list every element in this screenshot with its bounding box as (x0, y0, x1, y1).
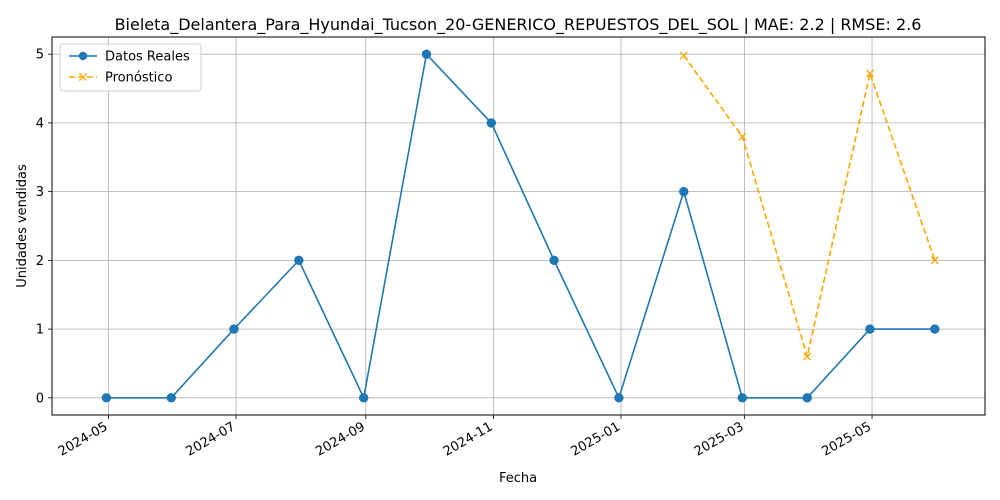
x-tick-label: 2024-07 (184, 419, 239, 459)
x-tick-label: 2024-05 (56, 419, 111, 459)
legend-marker (78, 51, 88, 61)
series-0-point (549, 255, 559, 266)
x-marker-stroke (803, 352, 812, 361)
y-tick-label: 2 (36, 254, 44, 269)
legend-marker (78, 72, 88, 82)
series-0-point (614, 393, 624, 403)
series-0-point (421, 49, 432, 59)
series-1-point (803, 352, 812, 361)
series-1-point (738, 132, 747, 141)
series (101, 49, 940, 403)
series-0-line (106, 52, 935, 401)
y-tick-label: 0 (36, 391, 44, 406)
series-1-point (930, 256, 939, 265)
y-tick-label: 1 (36, 323, 44, 338)
y-tick-label: 4 (36, 116, 44, 131)
x-tick-label: 2025-01 (568, 419, 623, 459)
series-0-point (865, 324, 875, 334)
series-0-point (358, 393, 369, 403)
x-tick-label: 2024-09 (313, 419, 368, 459)
series-0-point (101, 393, 112, 403)
series-0-point (679, 186, 689, 197)
series-1-point (865, 69, 875, 78)
y-axis-label: Unidades vendidas (15, 164, 30, 288)
x-marker-stroke (738, 132, 747, 141)
x-tick-label: 2024-11 (441, 419, 496, 459)
x-marker-stroke (930, 256, 939, 265)
plot-frame (51, 36, 986, 416)
series-1-line (683, 55, 936, 357)
y-tick-label: 5 (36, 48, 44, 63)
series-0-point (229, 324, 239, 334)
x-marker-stroke (679, 51, 688, 60)
legend-item: Pronóstico (69, 71, 172, 86)
y-axis-ticks: 0 1 2 3 4 5 (36, 48, 52, 406)
chart-title: Bieleta_Delantera_Para_Hyundai_Tucson_20… (115, 15, 922, 35)
legend-label: Pronóstico (105, 71, 172, 86)
legend: Datos Reales Pronóstico (59, 43, 202, 92)
x-tick-label: 2025-05 (819, 419, 874, 459)
x-axis-label: Fecha (499, 471, 537, 486)
series-0-point (294, 255, 304, 266)
y-tick-label: 3 (36, 185, 44, 200)
series-0-point (930, 324, 940, 334)
legend-item: Datos Reales (69, 50, 190, 65)
series-0-point (166, 393, 176, 403)
grid (52, 37, 985, 415)
series-1-point (679, 51, 688, 60)
x-axis-ticks: 2024-05 2024-07 2024-09 2024-11 2025-01 2025-… (56, 415, 874, 460)
series-0-point (486, 118, 497, 128)
legend-label: Datos Reales (105, 50, 190, 65)
series-0-point (737, 393, 748, 403)
x-tick-label: 2025-03 (692, 419, 747, 459)
series-0-point (802, 393, 812, 403)
x-marker-stroke (865, 69, 875, 78)
